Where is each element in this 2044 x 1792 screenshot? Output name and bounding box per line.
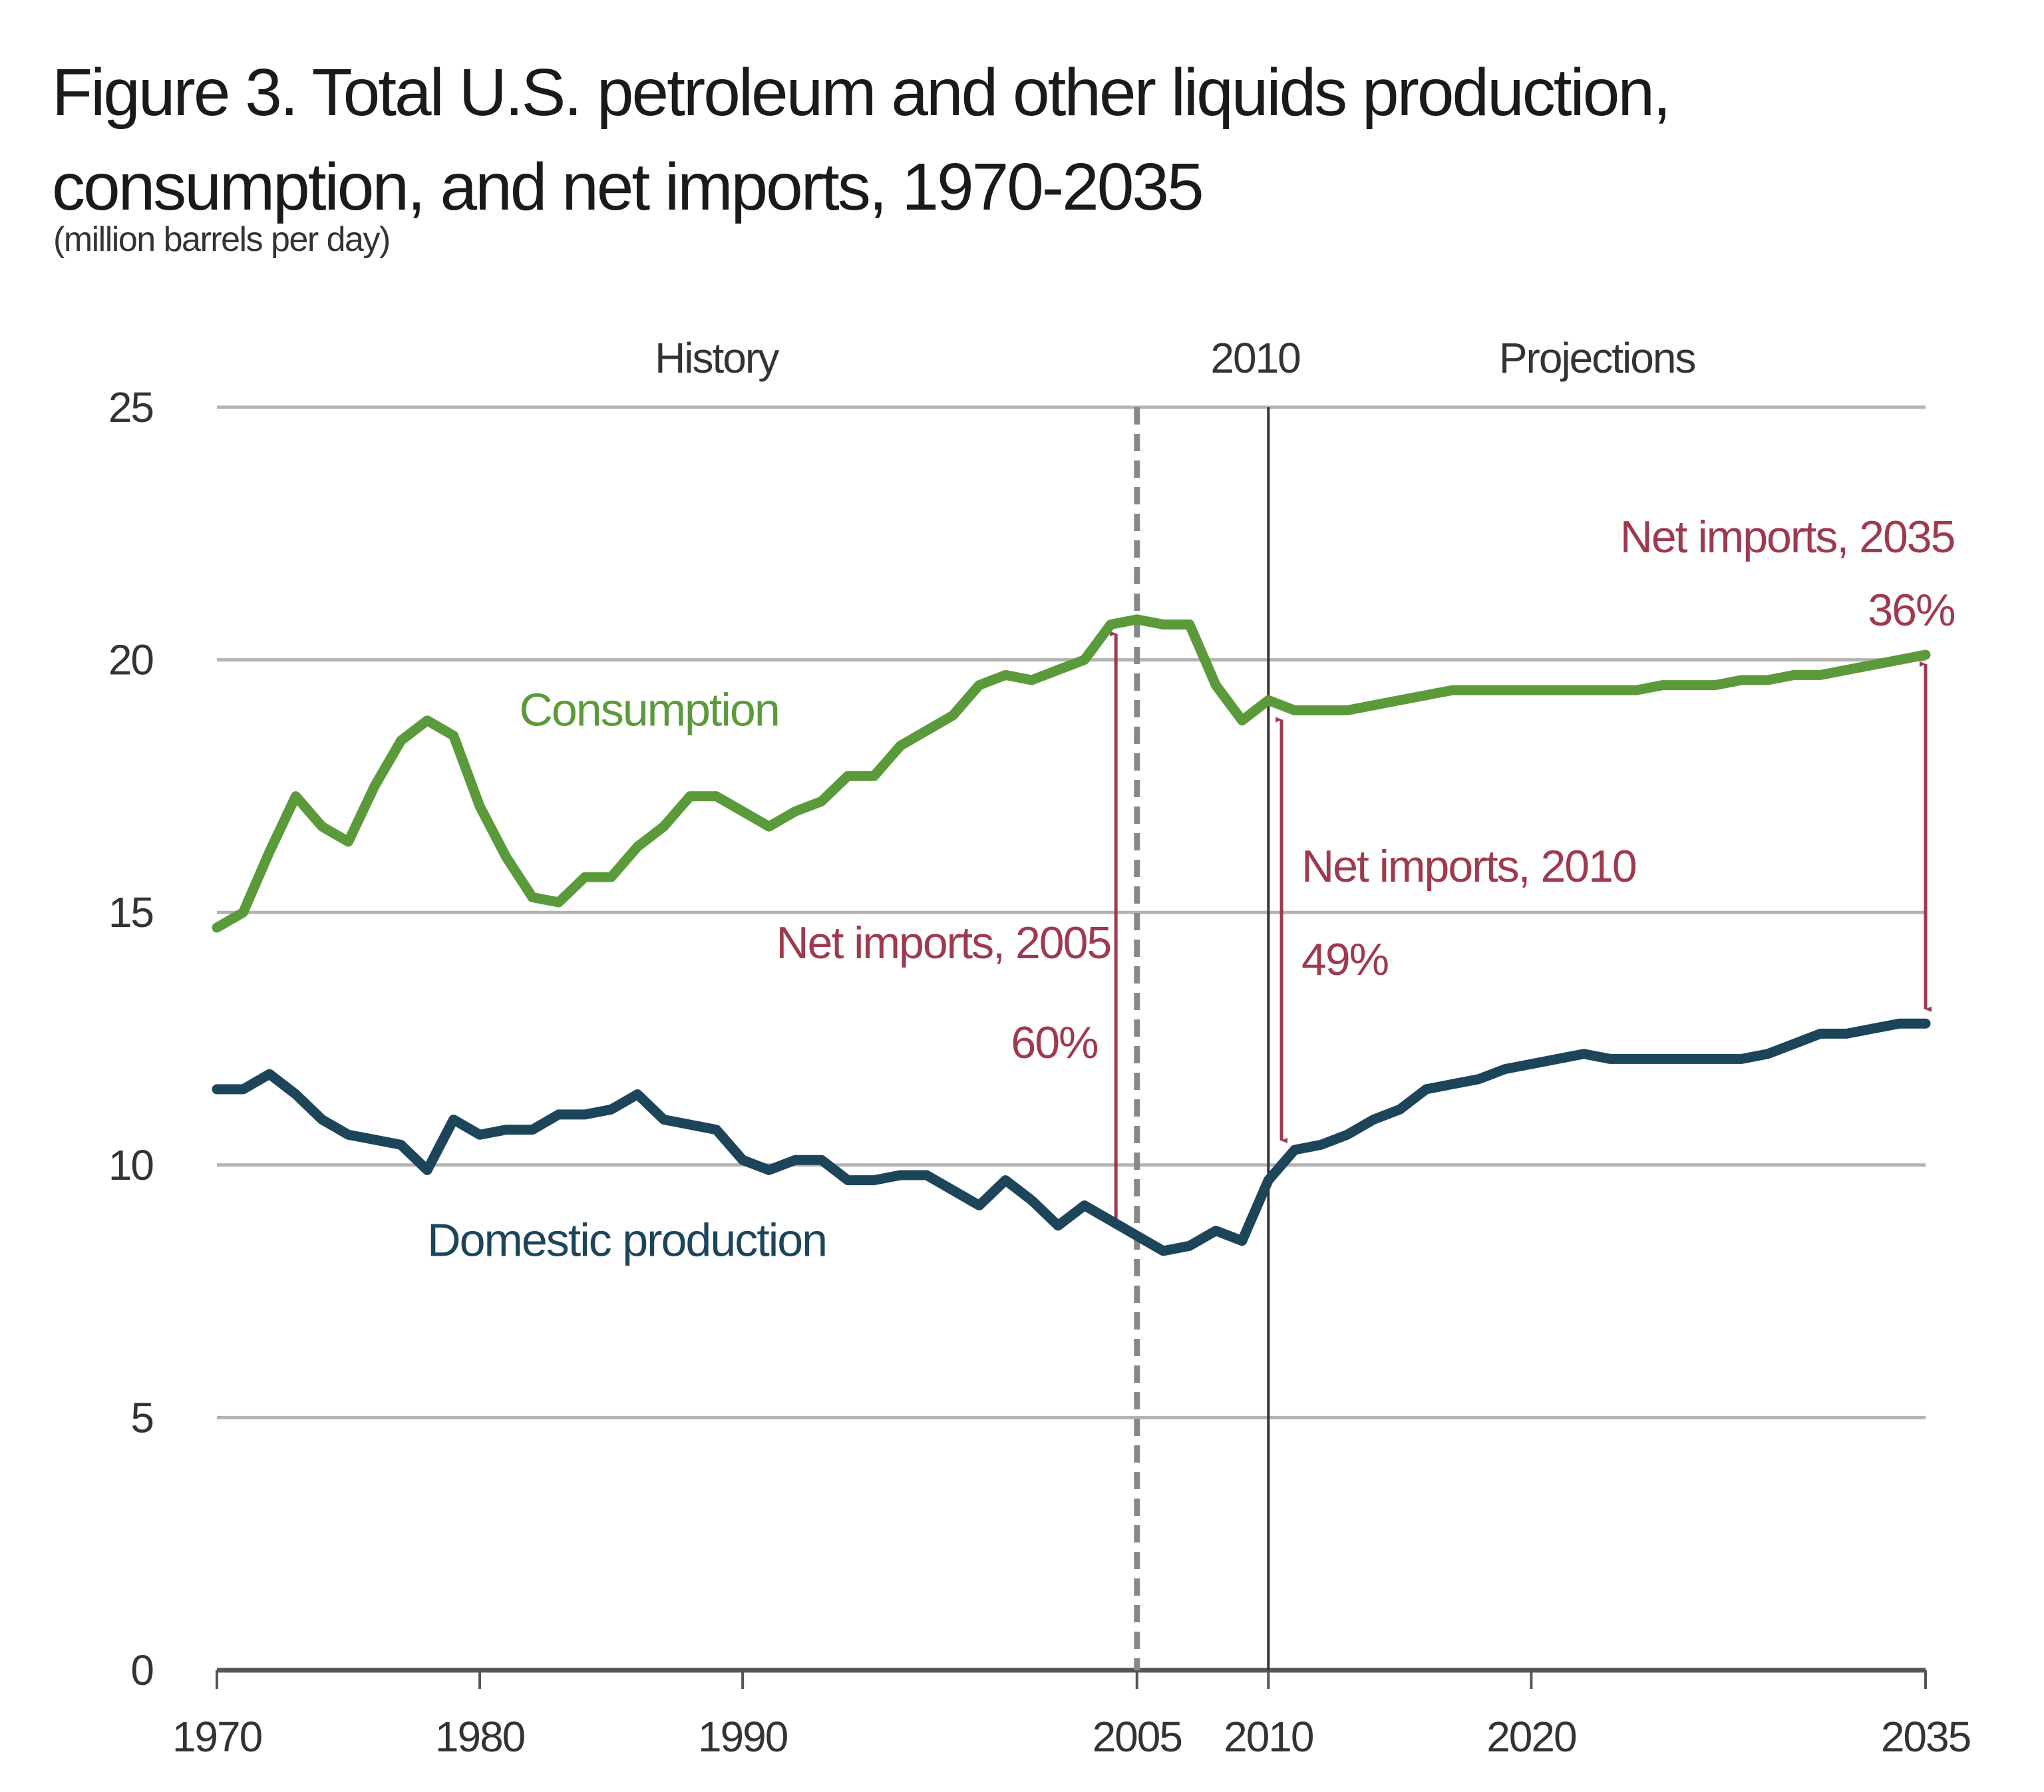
consumption-line (212, 614, 1931, 933)
period-label: History (655, 334, 779, 382)
series-labels: Consumption Domestic production (427, 683, 828, 1266)
x-tick-label: 2035 (1881, 1713, 1970, 1761)
net-import-labels: Net imports, 2005 60% Net imports, 2010 49%… (776, 512, 1956, 1068)
chart-title: Figure 3. Total U.S. petroleum and other… (52, 55, 1671, 224)
net-imports-label: Net imports, 2005 (776, 918, 1111, 968)
x-tick-label: 1970 (172, 1713, 262, 1761)
y-axis-ticks: 0 5 10 15 20 25 (108, 383, 155, 1694)
net-imports-share: 60% (1011, 1017, 1098, 1068)
y-tick-label: 10 (108, 1141, 154, 1189)
net-imports-share: 36% (1868, 585, 1955, 635)
x-tick-label: 1980 (435, 1713, 525, 1761)
y-tick-label: 25 (108, 383, 153, 431)
domestic-production-line (212, 1018, 1931, 1256)
x-axis: 1970 1980 1990 2005 2010 2020 2035 (172, 1668, 1971, 1761)
period-dividers (1134, 407, 1270, 1670)
x-tick-label: 2010 (1224, 1713, 1313, 1761)
series-lines (212, 614, 1931, 1256)
y-tick-label: 0 (130, 1646, 153, 1694)
x-tick-label: 2020 (1486, 1713, 1576, 1761)
net-imports-share: 49% (1301, 934, 1389, 985)
period-label: Projections (1499, 334, 1695, 382)
y-tick-label: 15 (108, 888, 153, 936)
x-tick-label: 2005 (1093, 1713, 1182, 1761)
y-tick-label: 20 (108, 636, 154, 684)
domestic-production-label: Domestic production (427, 1214, 826, 1266)
net-import-arrows (1110, 631, 1932, 1230)
period-label: 2010 (1210, 334, 1300, 382)
x-tick-label: 1990 (698, 1713, 788, 1761)
period-labels: History 2010 Projections (655, 334, 1696, 382)
consumption-label: Consumption (519, 683, 778, 735)
net-imports-label: Net imports, 2010 (1301, 841, 1636, 892)
units-subtitle: (million barrels per day) (53, 220, 391, 259)
y-tick-label: 5 (130, 1393, 153, 1441)
net-imports-label: Net imports, 2035 (1620, 512, 1955, 562)
